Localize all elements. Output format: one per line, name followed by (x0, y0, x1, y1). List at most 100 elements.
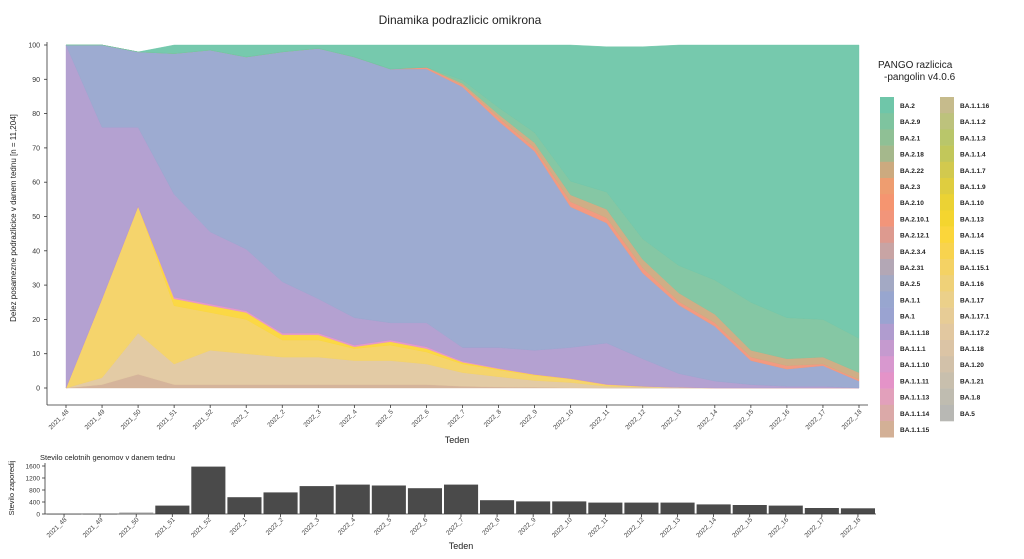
legend-item-label: BA.1.17.2 (960, 330, 990, 337)
bar-2022_4 (335, 484, 370, 514)
bar-x-tick-label: 2022_12 (623, 516, 646, 539)
bar-series-group (47, 466, 875, 515)
legend-swatch (880, 388, 894, 406)
bar-y-tick-label: 400 (29, 500, 40, 507)
main-x-tick-label: 2022_12 (624, 408, 647, 431)
main-y-tick-label: 0 (36, 386, 40, 393)
main-x-tick-label: 2022_7 (447, 408, 468, 429)
legend-item-label: BA.2.10.1 (900, 216, 930, 223)
legend-swatch (940, 226, 954, 244)
main-x-tick-label: 2021_52 (192, 408, 215, 431)
legend-swatch (940, 194, 954, 211)
main-x-tick-label: 2022_17 (805, 408, 828, 431)
legend-swatch (940, 404, 954, 422)
legend-swatch (880, 97, 894, 114)
legend-swatch (940, 113, 954, 130)
main-x-tick-label: 2022_8 (483, 408, 504, 429)
legend-item-label: BA.1.1.3 (960, 135, 986, 142)
legend-swatch (880, 178, 894, 195)
bar-x-tick-label: 2022_10 (551, 516, 574, 539)
bar-x-tick-label: 2022_15 (731, 516, 754, 539)
legend-item-label: BA.2.5 (900, 281, 921, 288)
legend-swatch (940, 340, 954, 357)
legend-item-label: BA.5 (960, 411, 975, 418)
bar-2022_17 (804, 508, 839, 514)
legend-item-label: BA.1.18 (960, 346, 984, 353)
legend-swatch (940, 161, 954, 179)
legend: PANGO razlicica -pangolin v4.0.6 BA.2BA.… (878, 60, 990, 438)
main-chart-title: Dinamika podrazlicic omikrona (379, 13, 542, 27)
bar-x-tick-label: 2021_50 (118, 516, 141, 539)
legend-item-label: BA.1.1.14 (900, 411, 930, 418)
main-x-tick-label: 2021_51 (156, 408, 179, 431)
legend-item-label: BA.1.21 (960, 378, 984, 385)
bar-2022_16 (768, 505, 803, 514)
legend-swatch (940, 178, 954, 195)
legend-swatch (880, 323, 894, 341)
bar-2022_9 (516, 501, 551, 514)
bar-y-tick-label: 1600 (26, 464, 41, 471)
legend-swatch (940, 291, 954, 308)
legend-swatch (940, 307, 954, 325)
main-x-tick-label: 2022_16 (768, 408, 791, 431)
main-x-tick-label: 2022_4 (338, 408, 359, 429)
bar-2021_50 (119, 512, 154, 514)
legend-swatch (880, 194, 894, 211)
bar-2022_2 (263, 492, 298, 514)
legend-swatch (880, 307, 894, 325)
main-y-tick-label: 80 (32, 111, 40, 118)
legend-title-line2: -pangolin v4.0.6 (884, 72, 956, 83)
legend-swatch (940, 242, 954, 260)
legend-item-label: BA.2.12.1 (900, 233, 930, 240)
bar-x-ticks: 2021_48 2021_49 2021_50 2021_51 2021_52 2022_… (46, 514, 863, 539)
legend-swatch (940, 275, 954, 292)
legend-item-label: BA.1.13 (960, 216, 984, 223)
legend-swatch (940, 210, 954, 227)
main-x-tick-label: 2022_6 (411, 408, 432, 429)
legend-item-label: BA.1.1.18 (900, 330, 930, 337)
legend-swatch (880, 129, 894, 146)
legend-item-label: BA.1.1.16 (960, 103, 990, 110)
legend-swatch (880, 291, 894, 308)
legend-swatch (880, 161, 894, 179)
main-y-axis-label: Delez posamezne podrazlicice v danem ted… (9, 114, 18, 322)
main-x-tick-label: 2022_3 (302, 408, 323, 429)
main-x-tick-label: 2021_49 (84, 408, 107, 431)
bar-2022_3 (299, 486, 334, 514)
legend-swatch (940, 388, 954, 406)
main-y-tick-label: 40 (32, 248, 40, 255)
main-y-tick-label: 90 (32, 77, 40, 84)
legend-item-label: BA.1.1.9 (960, 184, 986, 191)
bar-2022_8 (480, 500, 515, 514)
legend-item-label: BA.1.20 (960, 362, 984, 369)
legend-item-label: BA.2.9 (900, 119, 921, 126)
legend-item-label: BA.1.1.10 (900, 362, 930, 369)
legend-item-label: BA.1 (900, 314, 915, 321)
legend-item-label: BA.1.15.1 (960, 265, 990, 272)
legend-swatch (880, 404, 894, 422)
main-y-tick-label: 50 (32, 214, 40, 221)
main-y-tick-label: 10 (32, 351, 40, 358)
legend-swatch (940, 97, 954, 114)
legend-item-label: BA.2 (900, 103, 915, 110)
bar-2022_11 (588, 502, 623, 514)
bar-y-tick-label: 800 (29, 488, 40, 495)
bar-y-tick-label: 1200 (26, 476, 41, 483)
bar-plot-area: Stevilo celotnih genomov v danem tednu 0… (7, 453, 876, 551)
legend-swatch (940, 356, 954, 373)
bar-y-tick-label: 0 (36, 512, 40, 519)
legend-swatch (880, 275, 894, 292)
main-x-tick-label: 2021_50 (120, 408, 143, 431)
bar-chart-title: Stevilo celotnih genomov v danem tednu (40, 453, 175, 462)
legend-item-label: BA.2.10 (900, 200, 924, 207)
legend-item-label: BA.1.1.2 (960, 119, 986, 126)
area-series-BA-2 (66, 44, 860, 339)
main-x-tick-label: 2022_10 (552, 408, 575, 431)
bar-x-tick-label: 2021_49 (82, 516, 105, 539)
legend-swatch (880, 356, 894, 373)
main-x-tick-label: 2022_15 (732, 408, 755, 431)
bar-2022_14 (696, 504, 731, 514)
main-y-ticks: 0 10 20 30 40 50 60 70 80 90 100 (28, 43, 47, 393)
